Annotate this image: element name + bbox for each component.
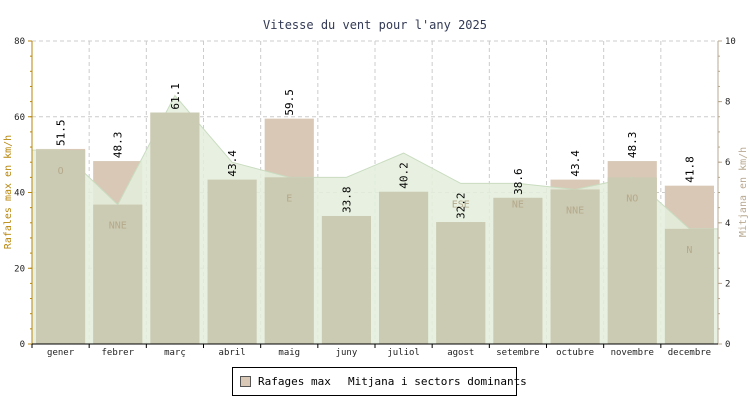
data-label-gener: 51.5: [55, 119, 68, 146]
data-label-octubre: 43.4: [569, 150, 582, 177]
overlap-juliol: [379, 191, 429, 344]
legend-item-mitjana: Mitjana i sectors dominants: [348, 375, 527, 388]
x-tick-label-abril: abril: [219, 348, 246, 358]
overlap-gener: [36, 150, 86, 344]
data-label-setembre: 38.6: [512, 168, 525, 195]
data-label-maig: 59.5: [283, 89, 296, 116]
overlap-març: [150, 112, 200, 345]
data-label-març: 61.1: [169, 83, 182, 110]
y2-tick-label: 4: [725, 219, 730, 229]
x-tick-label-gener: gener: [47, 348, 75, 358]
legend-swatch-rafages: [240, 376, 251, 387]
y2-axis-label: Mitjana en km/h: [738, 147, 749, 237]
overlap-abril: [207, 179, 257, 344]
overlap-maig: [264, 177, 314, 344]
sector-label-octubre: NNE: [566, 205, 584, 216]
x-tick-label-agost: agost: [447, 348, 474, 358]
axes: 0 20 40 60 80 0 2 4 6 8 10 gener febrer març abril maig…: [14, 37, 736, 358]
data-label-juliol: 40.2: [398, 162, 411, 189]
y2-tick-label: 0: [725, 340, 730, 350]
sector-label-setembre: NE: [512, 199, 524, 210]
overlap-febrer: [93, 204, 143, 344]
y-axis-label: Rafales max en km/h: [3, 135, 14, 249]
y2-tick-label: 6: [725, 158, 730, 168]
data-label-abril: 43.4: [226, 150, 239, 177]
sector-label-decembre: N: [686, 245, 692, 256]
y2-tick-label: 8: [725, 98, 730, 108]
overlap-setembre: [493, 197, 543, 344]
x-tick-label-decembre: decembre: [668, 348, 711, 358]
legend-item-rafages: Rafages max: [258, 375, 331, 388]
y-tick-label: 60: [14, 113, 25, 123]
x-tick-label-maig: maig: [278, 348, 300, 358]
overlap-novembre: [607, 177, 657, 344]
data-label-decembre: 41.8: [683, 156, 696, 183]
x-tick-label-octubre: octubre: [556, 348, 594, 358]
sector-labels: O NNE E ESE NE NNE NO N: [58, 166, 693, 256]
y-tick-label: 40: [14, 189, 25, 199]
legend: Rafages max Mitjana i sectors dominants: [232, 367, 527, 396]
x-tick-label-febrer: febrer: [101, 348, 134, 358]
y2-tick-label: 10: [725, 37, 736, 47]
overlap-juny: [321, 215, 371, 344]
x-tick-label-novembre: novembre: [611, 348, 654, 358]
y-tick-label: 20: [14, 264, 25, 274]
x-tick-label-setembre: setembre: [496, 348, 539, 358]
y-tick-label: 80: [14, 37, 25, 47]
sector-label-novembre: NO: [626, 193, 638, 204]
overlap-octubre: [550, 189, 600, 344]
y-tick-label: 0: [20, 340, 25, 350]
overlap-agost: [436, 222, 486, 344]
data-label-juny: 33.8: [340, 186, 353, 213]
bars-overlap: [36, 112, 714, 345]
y2-tick-label: 2: [725, 279, 730, 289]
x-tick-label-juliol: juliol: [387, 348, 420, 358]
sector-label-maig: E: [286, 193, 292, 204]
data-label-agost: 32.2: [455, 193, 468, 220]
chart-title: Vitesse du vent pour l'any 2025: [263, 18, 487, 32]
sector-label-febrer: NNE: [109, 221, 127, 232]
data-labels: 51.5 48.3 61.1 43.4 59.5 33.8 40.2 32.2 38.6 43.4…: [55, 83, 697, 219]
data-label-febrer: 48.3: [112, 132, 125, 159]
x-tick-label-març: març: [164, 348, 186, 358]
data-label-novembre: 48.3: [626, 132, 639, 159]
sector-label-agost: ESE: [452, 199, 470, 210]
x-tick-label-juny: juny: [336, 348, 358, 358]
overlap-decembre: [664, 228, 714, 344]
sector-label-gener: O: [58, 166, 64, 177]
